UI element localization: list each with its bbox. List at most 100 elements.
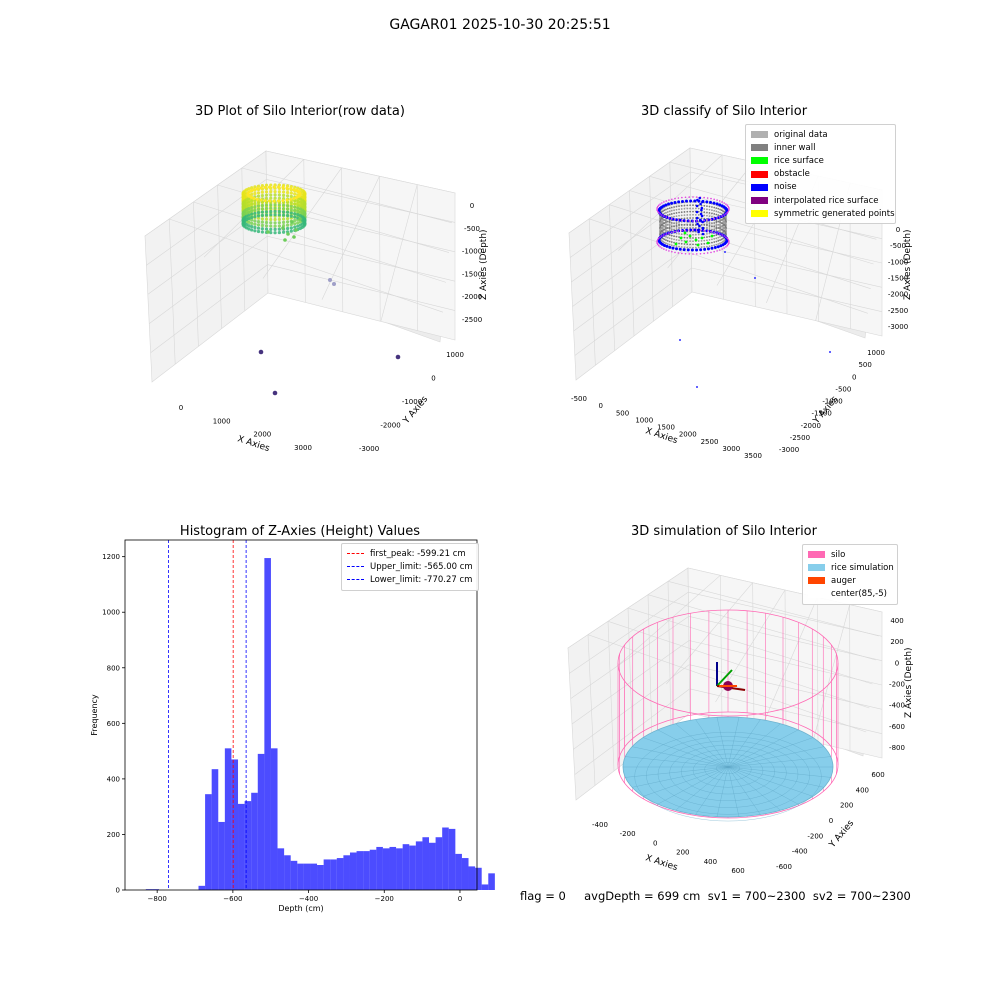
histogram-bar: [310, 863, 318, 890]
z-tick-label: -200: [889, 681, 905, 689]
data-point: [696, 222, 699, 226]
data-point: [674, 197, 676, 200]
data-point: [706, 230, 709, 232]
z-tick-label: -3000: [888, 323, 908, 331]
z-tick-label: -500: [890, 242, 906, 250]
panel1-axes-box: [144, 150, 456, 383]
data-point: [286, 232, 290, 236]
histogram-bar: [481, 884, 489, 890]
y-tick-label: 0: [852, 373, 856, 381]
data-point: [272, 390, 278, 396]
data-point: [719, 236, 721, 238]
legend-item: original data: [751, 128, 890, 141]
data-point: [680, 208, 683, 210]
x-tick-label: 3500: [744, 452, 762, 460]
data-point: [250, 225, 254, 229]
data-point: [670, 234, 673, 237]
data-point: [289, 229, 293, 233]
data-point: [697, 230, 700, 234]
panel1-tick-labels: 0 1000 2000 3000 1000 0 -1000 -2000 -3000 0 -500 -1…: [179, 202, 482, 453]
data-point: [719, 221, 721, 224]
data-point: [277, 230, 281, 235]
data-point: [726, 237, 729, 240]
data-point: [683, 204, 686, 207]
panel3-histogram: −800 −600 −400 −200 0 020040060080010001200 …: [90, 539, 495, 913]
data-point: [250, 202, 254, 206]
y-tick-label: -1500: [811, 410, 831, 418]
data-point: [678, 242, 680, 245]
data-point: [719, 224, 721, 227]
data-point: [281, 213, 286, 217]
data-point: [695, 216, 699, 220]
data-point: [656, 243, 659, 246]
data-point: [285, 198, 289, 202]
data-point: [289, 194, 293, 199]
data-point: [719, 226, 721, 229]
data-point: [673, 225, 675, 228]
x-tick-label: −400: [299, 895, 318, 903]
data-point: [662, 226, 664, 228]
data-point: [250, 218, 254, 222]
data-point: [685, 199, 689, 203]
data-point: [692, 233, 694, 236]
histogram-bar: [455, 853, 462, 890]
data-point: [260, 213, 264, 217]
panel2-data-points: [656, 196, 831, 388]
data-point: [678, 247, 682, 251]
data-point: [683, 231, 687, 235]
legend-item: rice surface: [751, 154, 890, 167]
data-point: [656, 205, 659, 208]
data-point: [719, 242, 721, 245]
legend-swatch: [808, 577, 825, 585]
data-point: [298, 223, 302, 227]
histogram-bar: [336, 858, 344, 890]
data-point: [250, 212, 254, 216]
data-point: [678, 245, 680, 248]
y-tick-label: -1000: [822, 398, 842, 406]
data-point: [684, 229, 687, 232]
x-tick-label: 0: [179, 404, 183, 412]
data-point: [256, 229, 261, 234]
data-point: [285, 204, 290, 208]
grid-line: [149, 235, 268, 324]
data-point: [708, 228, 711, 230]
data-point: [719, 218, 721, 220]
grid-line: [241, 167, 453, 224]
data-point: [260, 227, 264, 231]
data-point: [706, 219, 709, 221]
data-point: [697, 236, 700, 239]
legend-swatch: [751, 183, 768, 191]
panel4-tick-labels: -400-20002004006006004002000-200-400-600…: [592, 617, 905, 875]
data-point: [247, 216, 251, 221]
grid-line: [380, 184, 418, 321]
data-point: [277, 199, 281, 203]
data-point: [675, 224, 678, 227]
data-point: [665, 211, 667, 214]
data-point: [267, 199, 271, 203]
data-point: [260, 207, 264, 211]
rice-mesh: [625, 756, 831, 778]
data-point: [692, 223, 694, 226]
data-point: [289, 191, 293, 195]
data-point: [667, 202, 671, 206]
data-point: [715, 210, 718, 213]
grid-line: [217, 184, 222, 329]
data-point: [296, 203, 300, 207]
data-point: [706, 247, 710, 251]
panel4-simulation: [617, 609, 839, 822]
data-point: [696, 228, 700, 232]
data-point: [663, 238, 666, 241]
histogram-bar: [284, 855, 291, 890]
data-point: [683, 246, 686, 249]
data-point: [692, 217, 694, 219]
panel2-legend: original data inner wall rice surface obsta…: [745, 124, 896, 225]
data-point: [256, 226, 261, 230]
data-point: [720, 241, 723, 244]
data-point: [289, 187, 293, 191]
data-point: [673, 222, 675, 224]
data-point: [673, 212, 675, 215]
histogram-bar: [330, 859, 337, 890]
figure-suptitle: GAGAR01 2025-10-30 20:25:51: [389, 17, 611, 33]
data-point: [694, 238, 698, 242]
data-point: [716, 199, 718, 201]
